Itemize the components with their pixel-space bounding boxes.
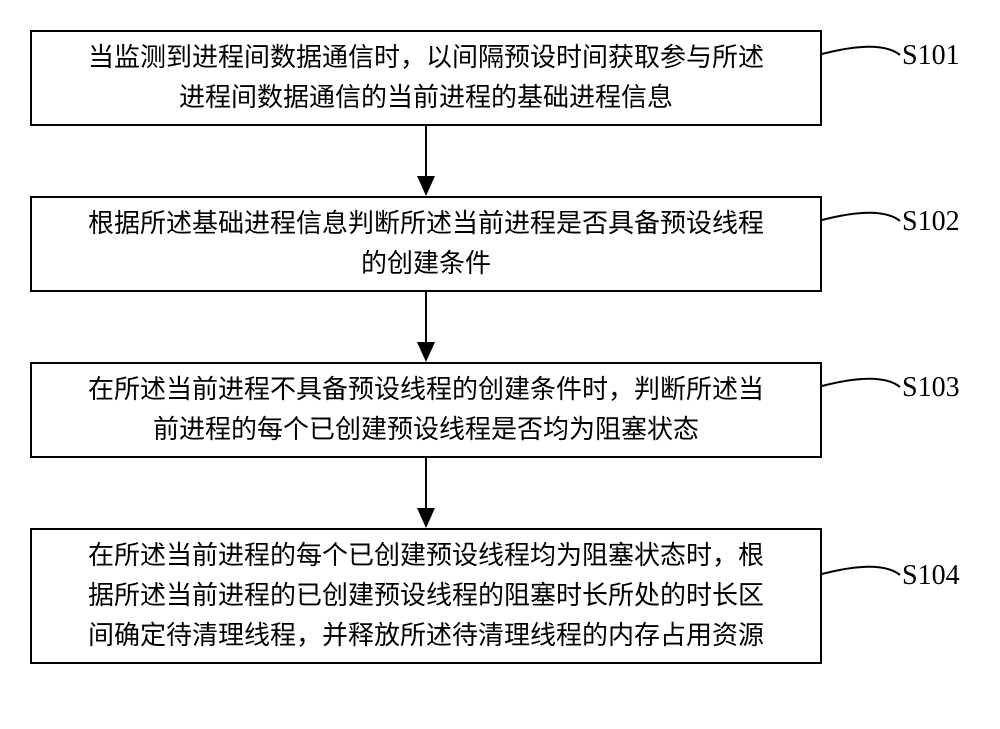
step-label-S103: S103 [902, 372, 960, 404]
flowchart-canvas: 当监测到进程间数据通信时，以间隔预设时间获取参与所述 进程间数据通信的当前进程的… [0, 0, 1000, 729]
flow-node-text: 在所述当前进程不具备预设线程的创建条件时，判断所述当 前进程的每个已创建预设线程… [88, 370, 764, 451]
flow-node-text: 在所述当前进程的每个已创建预设线程均为阻塞状态时，根 据所述当前进程的已创建预设… [88, 536, 764, 657]
arrow-S103-S104 [406, 458, 446, 528]
flow-node-S103: 在所述当前进程不具备预设线程的创建条件时，判断所述当 前进程的每个已创建预设线程… [30, 362, 822, 458]
flow-node-S102: 根据所述基础进程信息判断所述当前进程是否具备预设线程 的创建条件 [30, 196, 822, 292]
step-label-S104: S104 [902, 560, 960, 592]
step-label-S102: S102 [902, 206, 960, 238]
flow-node-S101: 当监测到进程间数据通信时，以间隔预设时间获取参与所述 进程间数据通信的当前进程的… [30, 30, 822, 126]
flow-node-text: 根据所述基础进程信息判断所述当前进程是否具备预设线程 的创建条件 [88, 204, 764, 285]
flow-node-text: 当监测到进程间数据通信时，以间隔预设时间获取参与所述 进程间数据通信的当前进程的… [88, 38, 764, 119]
arrow-S102-S103 [406, 292, 446, 362]
arrow-S101-S102 [406, 126, 446, 196]
flow-node-S104: 在所述当前进程的每个已创建预设线程均为阻塞状态时，根 据所述当前进程的已创建预设… [30, 528, 822, 664]
step-label-S101: S101 [902, 40, 960, 72]
